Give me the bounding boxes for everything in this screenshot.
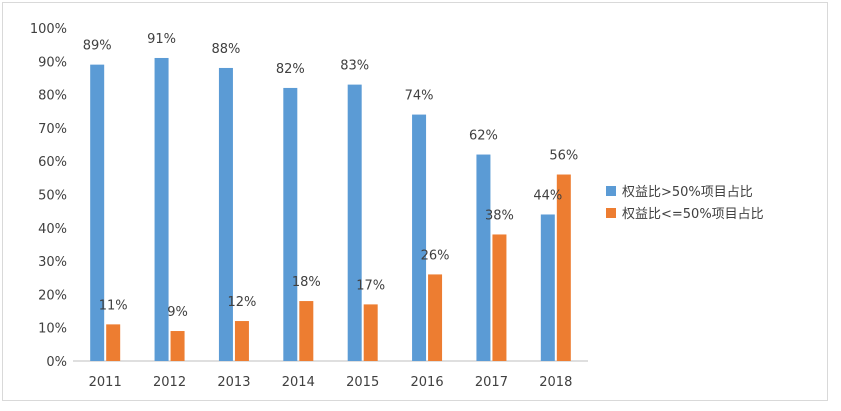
x-tick-label: 2013 [217,375,250,390]
data-label: 82% [276,62,305,77]
x-tick-label: 2015 [346,375,379,390]
data-label: 44% [533,188,562,203]
bars [90,57,571,362]
y-tick-label: 0% [46,355,67,370]
data-label: 17% [356,278,385,293]
data-label: 38% [485,208,514,223]
y-tick-label: 60% [38,155,67,170]
bar [170,331,185,361]
y-tick-label: 40% [38,222,67,237]
data-label: 83% [340,59,369,74]
bar [412,114,427,361]
bar [154,57,169,361]
y-tick-label: 50% [38,189,67,204]
legend-swatch [606,186,616,196]
x-tick-label: 2012 [153,375,186,390]
x-tick-label: 2016 [411,375,444,390]
data-label: 91% [147,32,176,47]
bar [476,154,491,361]
bar [556,174,571,361]
data-label: 18% [292,275,321,290]
y-tick-label: 70% [38,122,67,137]
legend-swatch [606,208,616,218]
data-label: 12% [227,295,256,310]
data-label: 62% [469,129,498,144]
bar [363,304,378,361]
bar [218,67,233,362]
y-axis: 0% 10% 20% 30% 40% 50% 60% 70% 80% 90% 100% [30,22,67,370]
x-tick-label: 2018 [539,375,572,390]
y-tick-label: 90% [38,55,67,70]
bar [90,64,105,361]
data-label: 11% [99,298,128,313]
bar [234,321,249,361]
data-labels: 89% 91% 88% 82% 83% 74% 62% 44% 11% 9% 12% 18% 17% 26… [83,32,579,320]
bar [283,87,298,361]
data-label: 56% [549,149,578,164]
bar [540,214,555,361]
data-label: 74% [405,89,434,104]
bar [492,234,507,361]
bar [347,84,362,362]
bar [299,301,314,361]
y-tick-label: 30% [38,255,67,270]
y-tick-label: 10% [38,322,67,337]
data-label: 89% [83,39,112,54]
y-tick-label: 20% [38,288,67,303]
x-tick-label: 2011 [89,375,122,390]
bar [106,324,121,361]
x-axis: 2011 2012 2013 2014 2015 2016 2017 2018 [73,360,588,390]
y-tick-label: 100% [30,22,67,37]
y-tick-label: 80% [38,89,67,104]
x-tick-label: 2017 [475,375,508,390]
legend-label: 权益比<=50%项目占比 [622,206,764,222]
legend-label: 权益比>50%项目占比 [622,184,753,200]
bar-chart: 0%10%20%30%40%50%60%70%80%90%100% 2011 20… [30,22,764,390]
chart-frame: 0% 10% 20% 30% 40% 50% 60% 70% 80% 90% 100% 2011 20… [2,2,828,401]
x-tick-label: 2014 [282,375,315,390]
data-label: 88% [211,42,240,57]
bar [428,274,443,361]
data-label: 26% [421,248,450,263]
data-label: 9% [167,305,188,320]
